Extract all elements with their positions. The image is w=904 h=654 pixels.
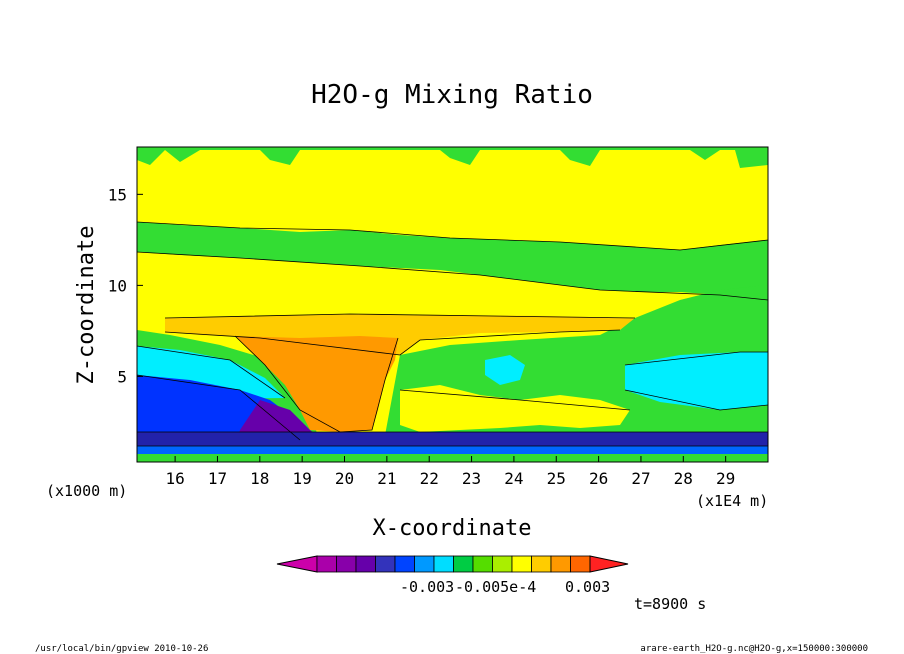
band-green-surface — [137, 454, 768, 462]
colorbar-swatch — [550, 555, 571, 573]
contour-lines — [137, 221, 768, 447]
x-tick-label: 19 — [293, 469, 312, 488]
x-tick-label: 16 — [165, 469, 184, 488]
y-tick-label: 5 — [117, 367, 127, 386]
x-tick-label: 18 — [250, 469, 269, 488]
colorbar-swatch — [355, 555, 376, 573]
band-yellow-lower — [400, 385, 630, 432]
plot-frame — [136, 146, 769, 463]
footer-left: /usr/local/bin/gpview 2010-10-26 — [35, 644, 208, 654]
x-axis: 16 17 18 19 20 21 22 23 24 25 26 27 28 29 — [165, 456, 735, 488]
colorbar-swatch — [472, 555, 493, 573]
chart-title: H2O-g Mixing Ratio — [311, 80, 593, 110]
x-tick-label: 20 — [335, 469, 354, 488]
band-green-mid — [137, 222, 768, 300]
band-navy-surface — [137, 432, 768, 446]
colorbar-swatch — [570, 555, 591, 573]
y-axis-label: Z-coordinate — [74, 226, 99, 385]
band-cyan-mid — [485, 355, 525, 385]
band-blue-surface — [137, 446, 768, 454]
band-orange-core — [235, 336, 398, 432]
x-tick-label: 29 — [716, 469, 735, 488]
colorbar-label-2: -0.005e-4 — [455, 578, 536, 596]
time-label: t=8900 s — [634, 595, 706, 613]
y-axis: 5 10 15 — [108, 185, 143, 386]
plot-area — [136, 146, 769, 463]
colorbar-swatch — [531, 555, 552, 573]
colorbar-arrow-right — [589, 555, 629, 573]
colorbar-arrow-left — [276, 555, 318, 573]
colorbar — [276, 555, 629, 573]
colorbar-swatch — [511, 555, 532, 573]
x-tick-label: 22 — [420, 469, 439, 488]
x-tick-label: 28 — [674, 469, 693, 488]
colorbar-swatch — [375, 555, 396, 573]
x-tick-label: 21 — [377, 469, 396, 488]
x-tick-label: 27 — [631, 469, 650, 488]
x-tick-label: 23 — [462, 469, 481, 488]
colorbar-swatch — [414, 555, 435, 573]
x-tick-label: 17 — [208, 469, 227, 488]
colorbar-swatch — [336, 555, 357, 573]
colorbar-swatch — [433, 555, 454, 573]
y-tick-label: 10 — [108, 276, 127, 295]
colorbar-label-1: -0.003 — [400, 578, 454, 596]
y-unit-label: (x1000 m) — [46, 482, 127, 500]
colorbar-swatch — [316, 555, 337, 573]
x-unit-label: (x1E4 m) — [696, 492, 768, 510]
colorbar-swatch — [453, 555, 474, 573]
band-orange-top — [165, 314, 635, 355]
x-tick-label: 26 — [589, 469, 608, 488]
x-axis-label: X-coordinate — [373, 516, 532, 541]
x-tick-label: 25 — [547, 469, 566, 488]
band-green-top — [137, 147, 768, 168]
x-tick-label: 24 — [504, 469, 523, 488]
colorbar-label-3: 0.003 — [565, 578, 610, 596]
band-cyan-right — [625, 352, 768, 410]
y-tick-label: 15 — [108, 185, 127, 204]
colorbar-swatch — [394, 555, 415, 573]
colorbar-swatch — [492, 555, 513, 573]
footer-right: arare-earth_H2O-g.nc@H2O-g,x=150000:3000… — [640, 644, 868, 654]
